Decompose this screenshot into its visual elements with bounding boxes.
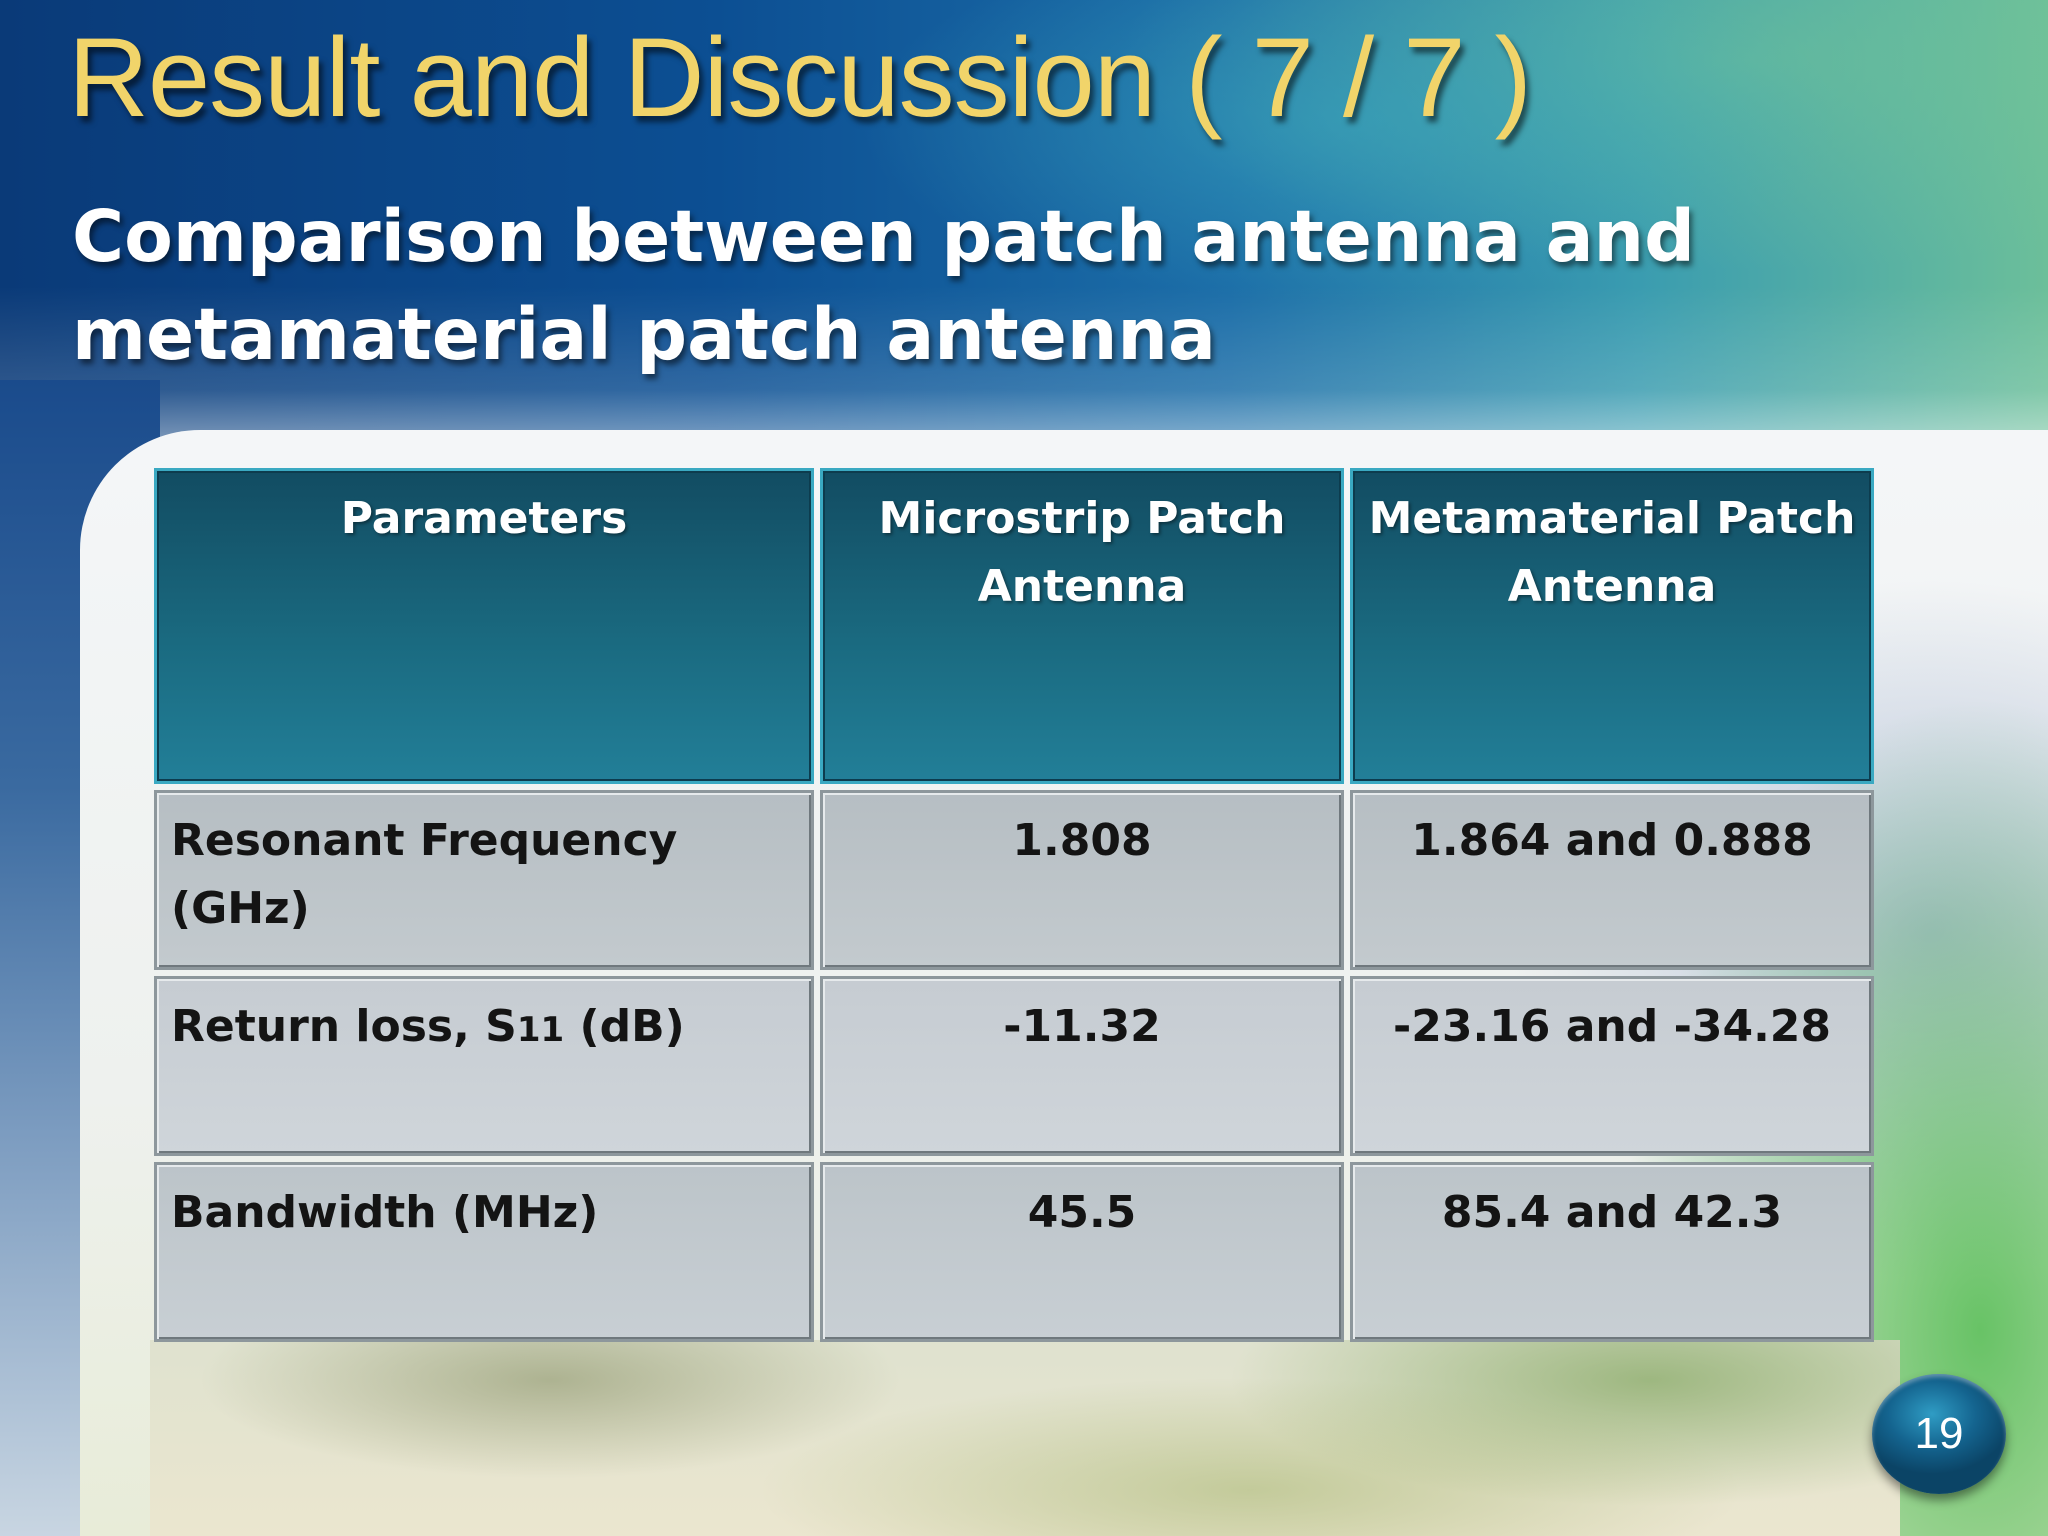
metamaterial-bandwidth: 85.4 and 42.3 xyxy=(1350,1162,1874,1342)
table-header-row: Parameters Microstrip Patch Antenna Meta… xyxy=(154,468,1874,784)
return-loss-unit: (dB) xyxy=(564,1001,685,1052)
param-resonant-frequency: Resonant Frequency (GHz) xyxy=(154,790,814,970)
slide-title: Result and Discussion ( 7 / 7 ) xyxy=(68,15,1532,140)
header-metamaterial: Metamaterial Patch Antenna xyxy=(1350,468,1874,784)
slide-subtitle: Comparison between patch antenna and met… xyxy=(72,195,1695,376)
header-parameters: Parameters xyxy=(154,468,814,784)
microstrip-resonant-frequency: 1.808 xyxy=(820,790,1344,970)
metamaterial-resonant-frequency: 1.864 and 0.888 xyxy=(1350,790,1874,970)
param-bandwidth: Bandwidth (MHz) xyxy=(154,1162,814,1342)
table-row: Resonant Frequency (GHz) 1.808 1.864 and… xyxy=(154,790,1874,970)
header-microstrip: Microstrip Patch Antenna xyxy=(820,468,1344,784)
return-loss-subscript: 11 xyxy=(516,1010,565,1050)
microstrip-return-loss: -11.32 xyxy=(820,976,1344,1156)
background-bottom-art xyxy=(150,1340,1900,1536)
metamaterial-return-loss: -23.16 and -34.28 xyxy=(1350,976,1874,1156)
microstrip-bandwidth: 45.5 xyxy=(820,1162,1344,1342)
return-loss-label: Return loss, S xyxy=(171,1001,517,1052)
page-number-badge: 19 xyxy=(1872,1374,2006,1494)
table-row: Bandwidth (MHz) 45.5 85.4 and 42.3 xyxy=(154,1162,1874,1342)
param-return-loss: Return loss, S11 (dB) xyxy=(154,976,814,1156)
comparison-table: Parameters Microstrip Patch Antenna Meta… xyxy=(148,462,1880,1348)
table-row: Return loss, S11 (dB) -11.32 -23.16 and … xyxy=(154,976,1874,1156)
